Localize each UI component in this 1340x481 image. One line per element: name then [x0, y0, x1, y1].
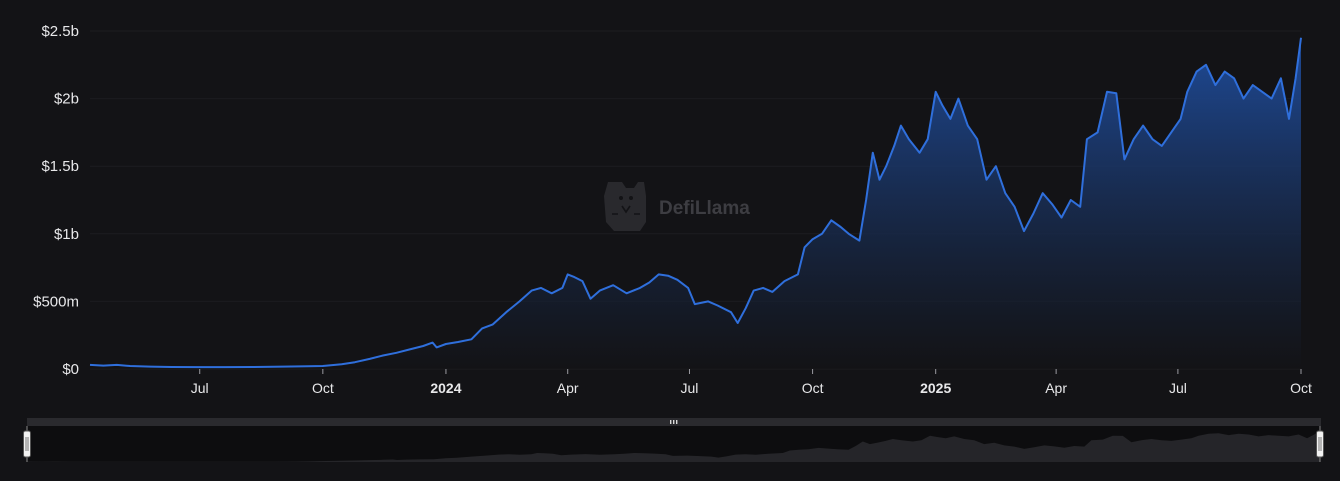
- x-tick-label: Jul: [681, 380, 699, 396]
- x-tick-label: Apr: [1045, 380, 1067, 396]
- x-tick-label: Oct: [1290, 380, 1312, 396]
- left-range-handle-icon[interactable]: [24, 426, 31, 462]
- x-tick-label: Jul: [191, 380, 209, 396]
- range-navigator[interactable]: [24, 418, 1324, 462]
- watermark: DefiLlama: [604, 182, 750, 231]
- x-tick-label: Apr: [557, 380, 579, 396]
- grip-icon[interactable]: [670, 420, 677, 424]
- y-axis: $0 $500m $1b $1.5b $2b $2.5b: [33, 23, 79, 378]
- y-tick-label: $2b: [54, 91, 79, 108]
- x-tick-label: 2025: [920, 380, 951, 396]
- llama-logo-icon: [604, 182, 646, 231]
- x-tick-label: Jul: [1169, 380, 1187, 396]
- x-tick-label: Oct: [802, 380, 824, 396]
- right-range-handle-icon[interactable]: [1317, 426, 1324, 462]
- y-tick-label: $0: [62, 361, 79, 378]
- x-tick-label: 2024: [430, 380, 461, 396]
- y-tick-label: $1b: [54, 226, 79, 243]
- watermark-text: DefiLlama: [659, 198, 750, 219]
- y-tick-label: $1.5b: [41, 158, 79, 175]
- y-tick-label: $2.5b: [41, 23, 79, 40]
- x-tick-label: Oct: [312, 380, 334, 396]
- x-axis: Jul Oct 2024 Apr Jul Oct 2025 Apr Jul Oct: [191, 369, 1312, 396]
- y-tick-label: $500m: [33, 293, 79, 310]
